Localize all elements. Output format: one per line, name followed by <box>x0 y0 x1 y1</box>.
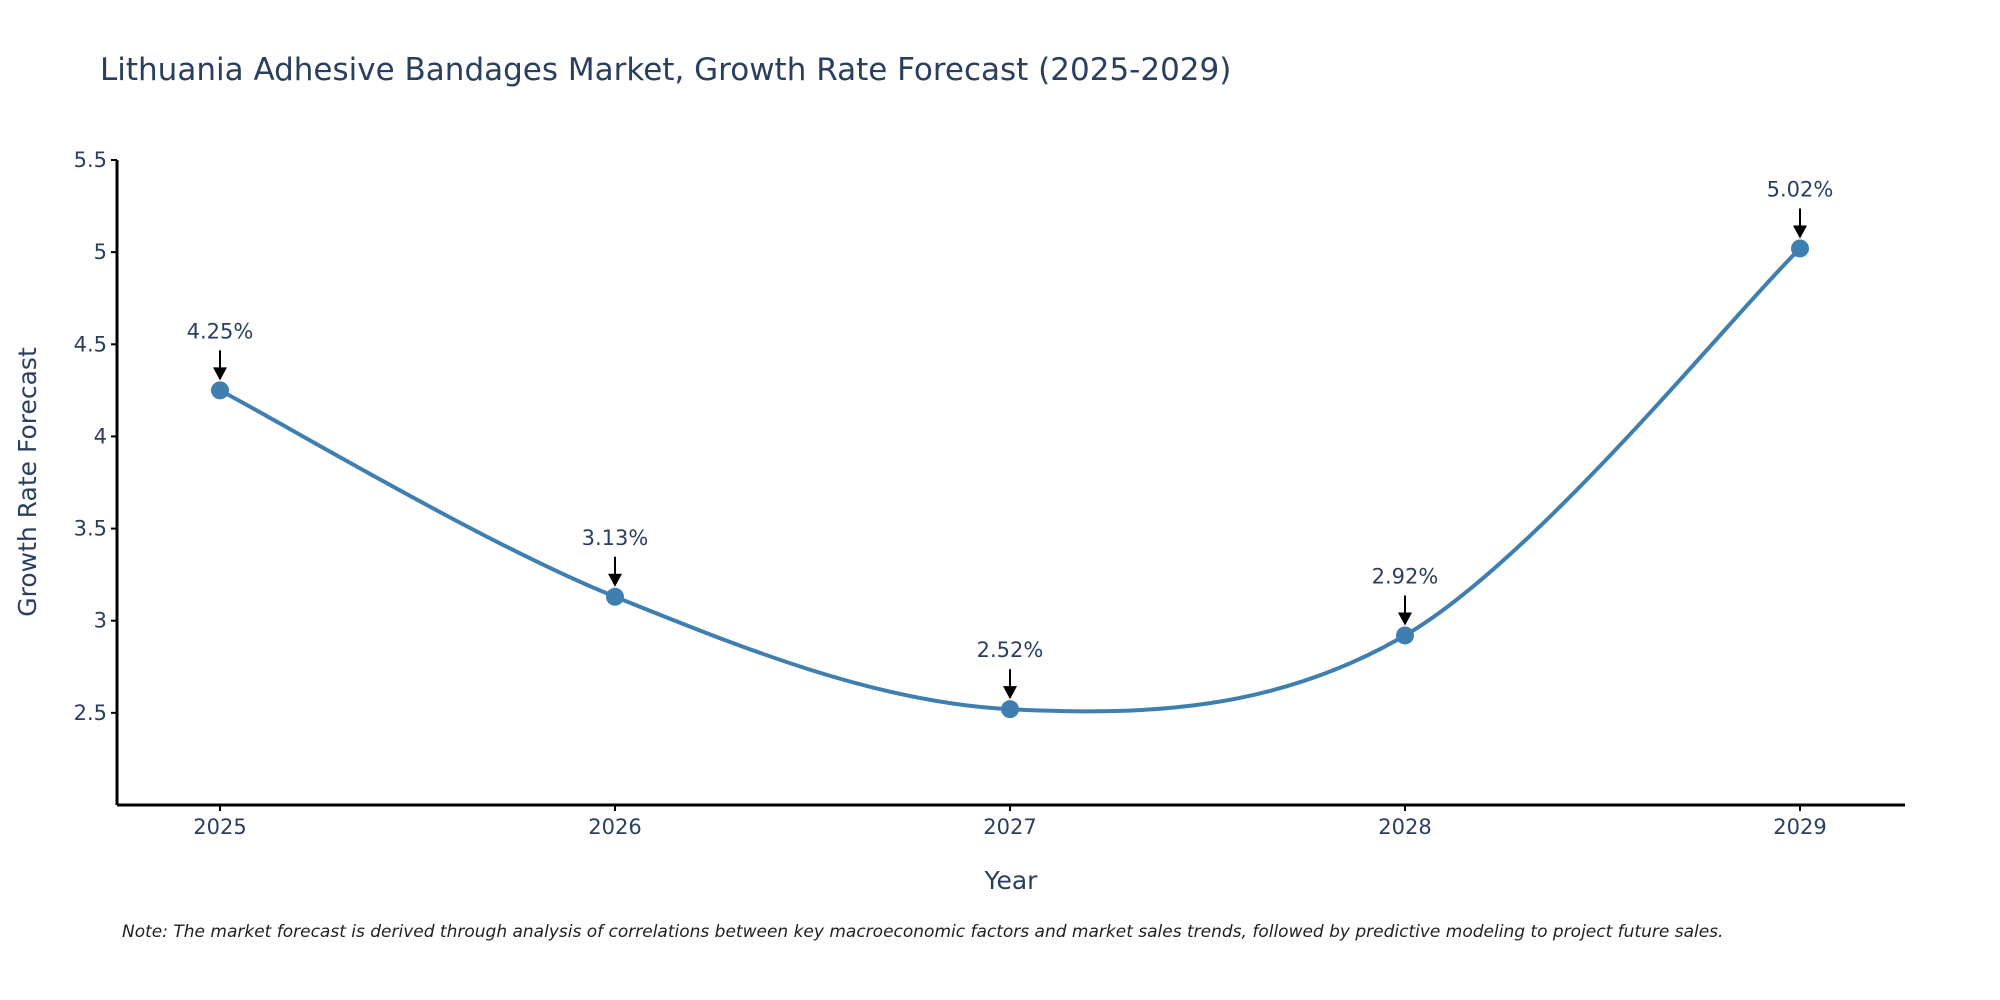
y-axis-title: Growth Rate Forecast <box>13 347 42 617</box>
data-point <box>1001 700 1019 719</box>
y-tick-label: 5.5 <box>74 148 107 172</box>
data-markers <box>211 239 1809 719</box>
data-label: 2.52% <box>977 638 1044 662</box>
data-point <box>1791 239 1809 258</box>
y-tick-label: 5 <box>94 240 107 264</box>
data-point <box>606 587 624 606</box>
y-tick-label: 3.5 <box>74 517 107 541</box>
annotation-arrow-head <box>1003 686 1017 700</box>
annotation-arrow-head <box>1398 612 1412 626</box>
annotation-arrow-head <box>1793 225 1807 239</box>
annotation-arrow-head <box>213 367 227 381</box>
y-tick-label: 2.5 <box>74 701 107 725</box>
y-tick-label: 3 <box>94 609 107 633</box>
chart-note: Note: The market forecast is derived thr… <box>122 922 1723 942</box>
plot-area: 2.5 3 3.5 4 4.5 5 5.5 2025 2026 2027 2028 2029 4.2… <box>74 148 1905 839</box>
y-tick-label: 4 <box>94 424 107 448</box>
x-tick-label: 2029 <box>1773 815 1826 839</box>
annotation-arrow-head <box>608 573 622 587</box>
x-ticks: 2025 2026 2027 2028 2029 <box>193 805 1827 839</box>
data-label: 3.13% <box>582 526 649 550</box>
x-tick-label: 2025 <box>193 815 246 839</box>
data-point <box>1396 626 1414 645</box>
x-axis-title: Year <box>984 866 1039 895</box>
chart-title: Lithuania Adhesive Bandages Market, Grow… <box>100 52 1231 88</box>
data-label: 2.92% <box>1372 564 1439 588</box>
data-annotations: 4.25% 3.13% 2.52% 2.92% 5.02% <box>187 177 1834 700</box>
x-tick-label: 2026 <box>588 815 641 839</box>
y-ticks: 2.5 3 3.5 4 4.5 5 5.5 <box>74 148 117 725</box>
data-label: 4.25% <box>187 319 254 343</box>
y-tick-label: 4.5 <box>74 332 107 356</box>
data-point <box>211 381 229 400</box>
x-tick-label: 2028 <box>1378 815 1431 839</box>
data-label: 5.02% <box>1767 177 1834 201</box>
x-tick-label: 2027 <box>983 815 1036 839</box>
